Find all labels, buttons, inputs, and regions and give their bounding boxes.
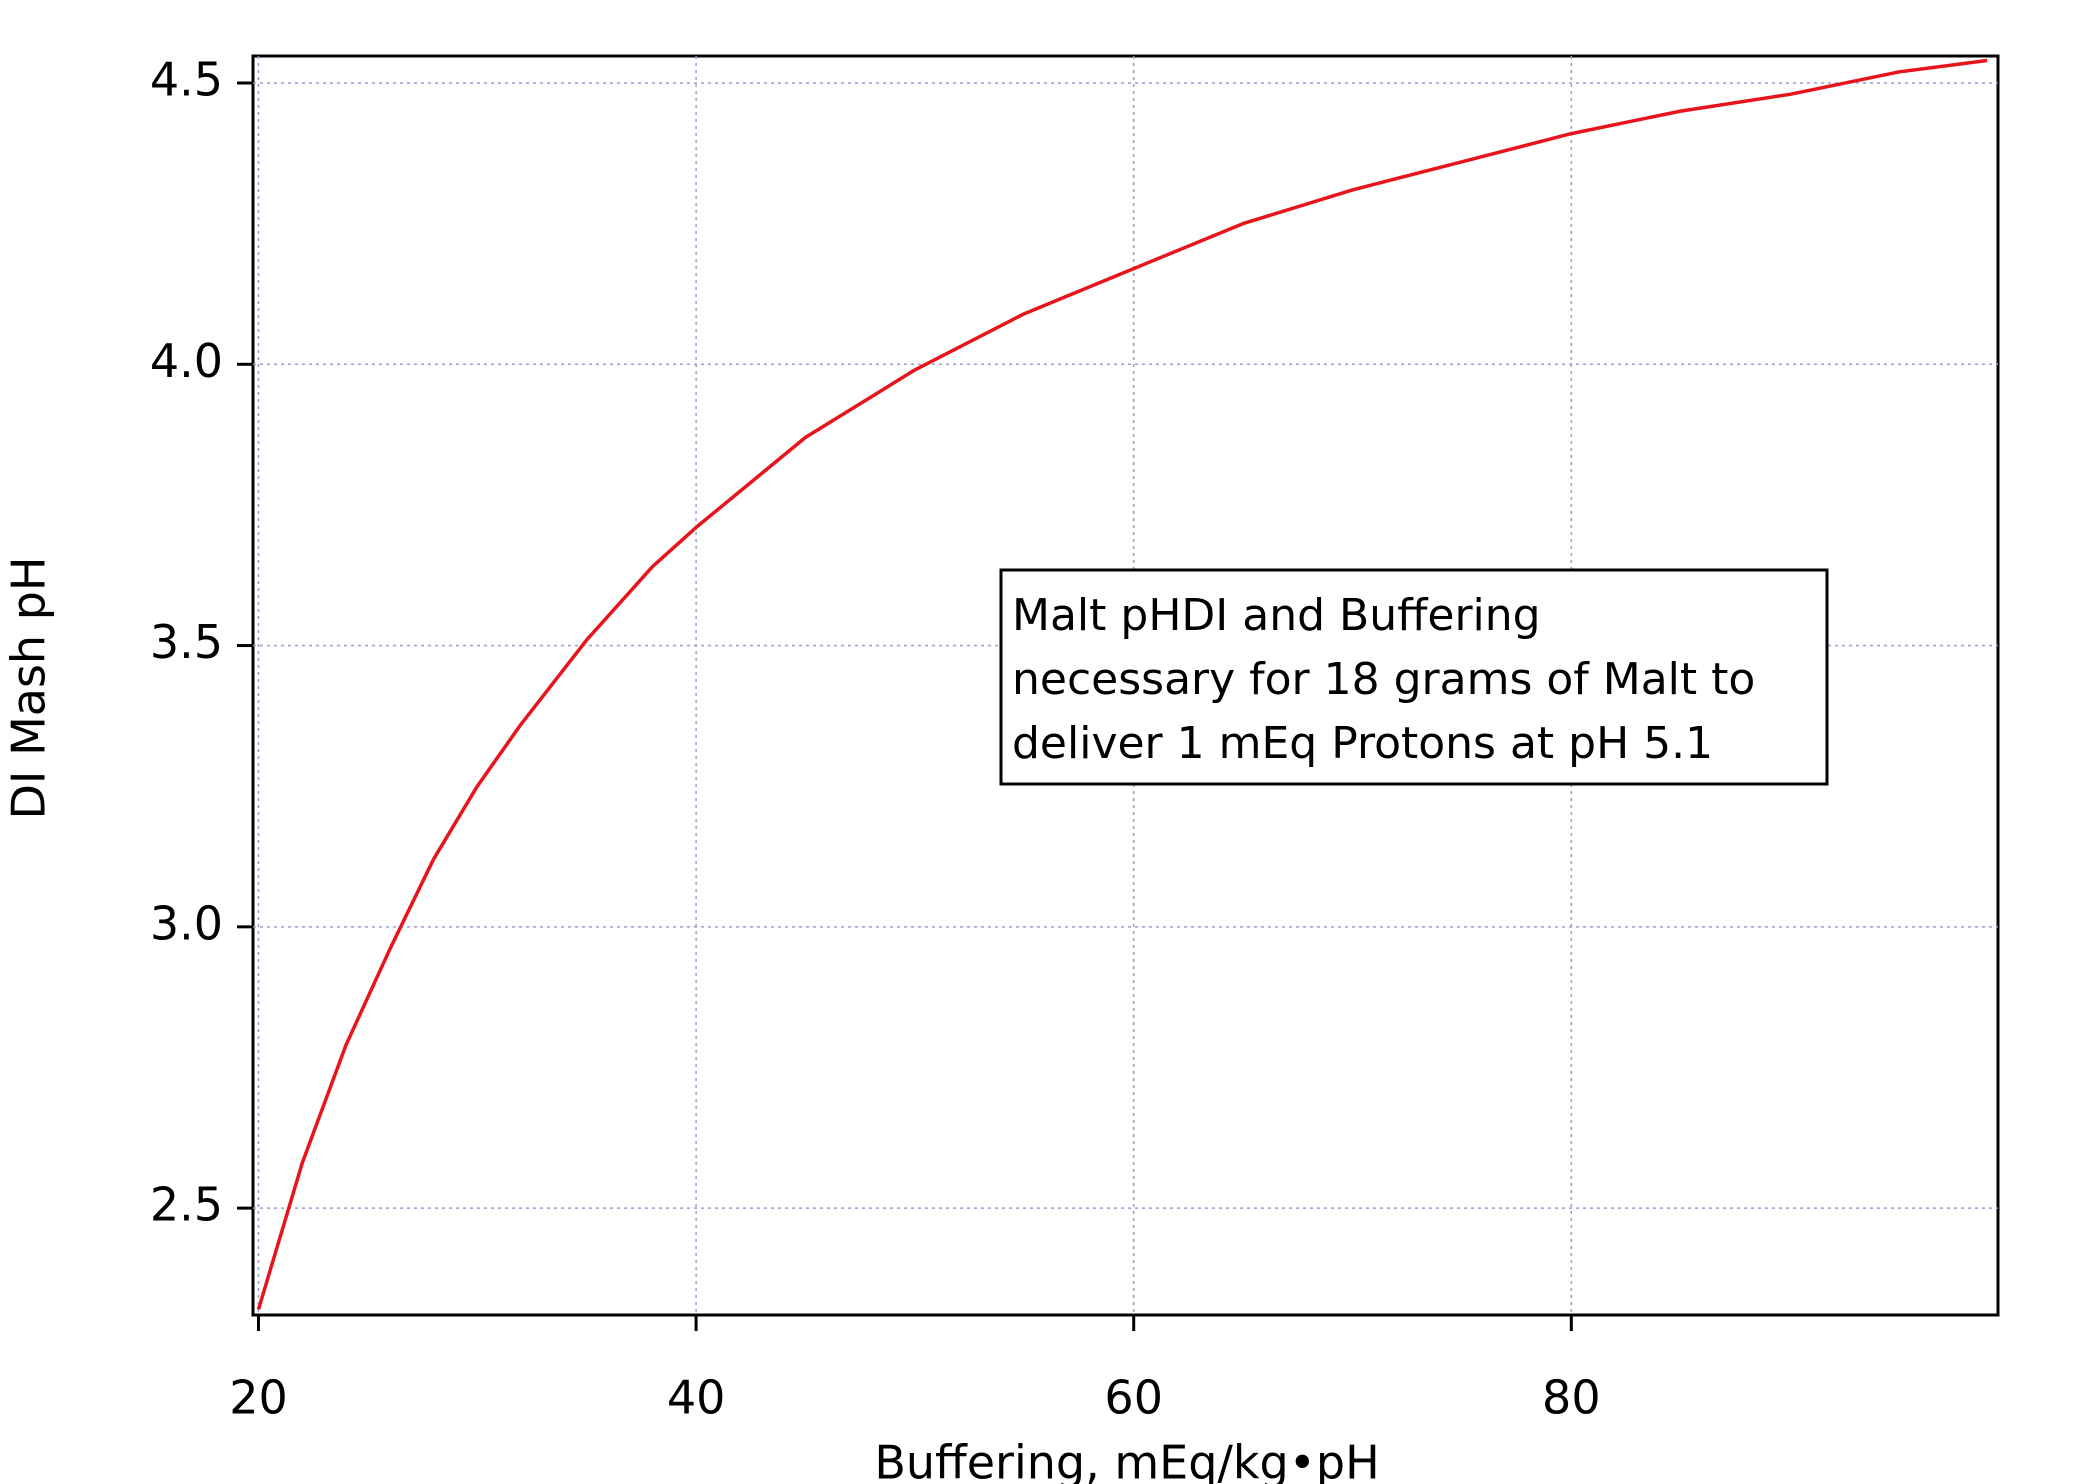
annotation-text: deliver 1 mEq Protons at pH 5.1: [1012, 718, 1713, 769]
line-series: [256, 58, 1988, 1310]
y-tick-label: 4.5: [150, 53, 223, 107]
y-tick-label: 3.0: [150, 896, 223, 950]
x-tick-label: 80: [1542, 1371, 1601, 1425]
annotation-text: necessary for 18 grams of Malt to: [1012, 654, 1755, 705]
x-tick-label: 40: [667, 1371, 726, 1425]
annotation-text: Malt pHDI and Buffering: [1012, 590, 1541, 641]
y-axis-label: DI Mash pH: [2, 556, 56, 819]
annotation-box: [999, 568, 1829, 786]
y-tick-label: 4.0: [150, 334, 223, 388]
y-tick-label: 3.5: [150, 615, 223, 669]
x-axis-label: Buffering, mEq/kg•pH: [874, 1436, 1379, 1484]
plot-frame: [251, 54, 2000, 1317]
y-tick-label: 2.5: [150, 1178, 223, 1232]
x-tick-label: 20: [229, 1371, 288, 1425]
x-tick-label: 60: [1104, 1371, 1163, 1425]
